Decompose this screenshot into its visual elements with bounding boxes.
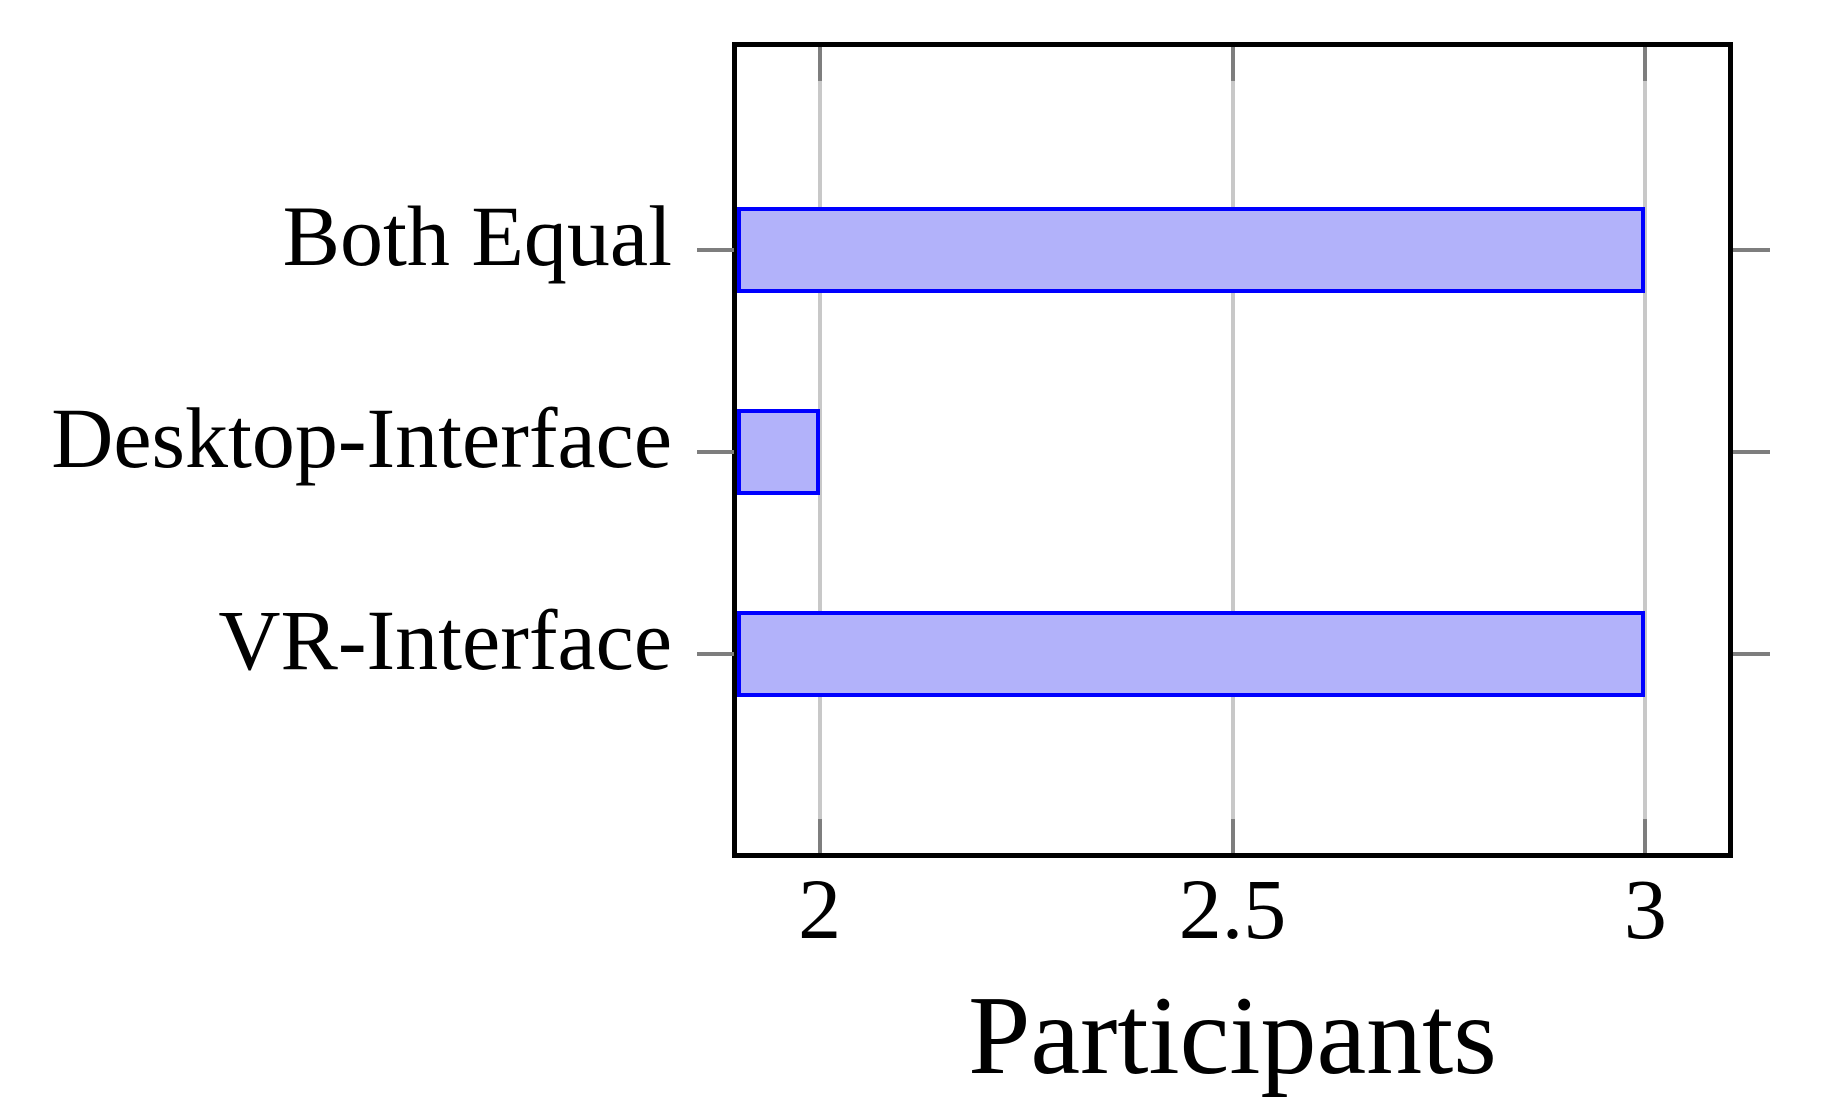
x-tick-mark-top-3 [1643,47,1648,81]
x-tick-mark-bottom-2-5 [1230,819,1235,853]
y-tick-mark-right-vr-interface [1733,652,1770,656]
bar-vr-interface [737,611,1646,697]
gridline-x-2-5 [1230,47,1235,853]
x-tick-mark-bottom-3 [1643,819,1648,853]
category-label-desktop-interface: Desktop-Interface [51,390,672,486]
y-tick-mark-left-both-equal [697,248,734,252]
x-tick-mark-top-2-5 [1230,47,1235,81]
y-tick-mark-right-desktop-interface [1733,450,1770,454]
gridline-x-3 [1643,47,1648,853]
gridline-x-2 [817,47,822,853]
bar-both-equal [737,207,1646,293]
x-tick-mark-top-2 [817,47,822,81]
x-tick-mark-bottom-2 [817,819,822,853]
y-tick-mark-right-both-equal [1733,248,1770,252]
category-label-both-equal: Both Equal [282,188,672,284]
y-tick-mark-left-desktop-interface [697,450,734,454]
bar-desktop-interface [737,409,820,495]
x-axis-label: Participants [968,974,1497,1098]
plot-area [732,42,1733,858]
y-tick-mark-left-vr-interface [697,652,734,656]
x-tick-label-3: 3 [1623,861,1667,957]
x-tick-label-2-5: 2.5 [1178,861,1287,957]
x-tick-label-2: 2 [798,861,842,957]
category-label-vr-interface: VR-Interface [218,592,672,688]
